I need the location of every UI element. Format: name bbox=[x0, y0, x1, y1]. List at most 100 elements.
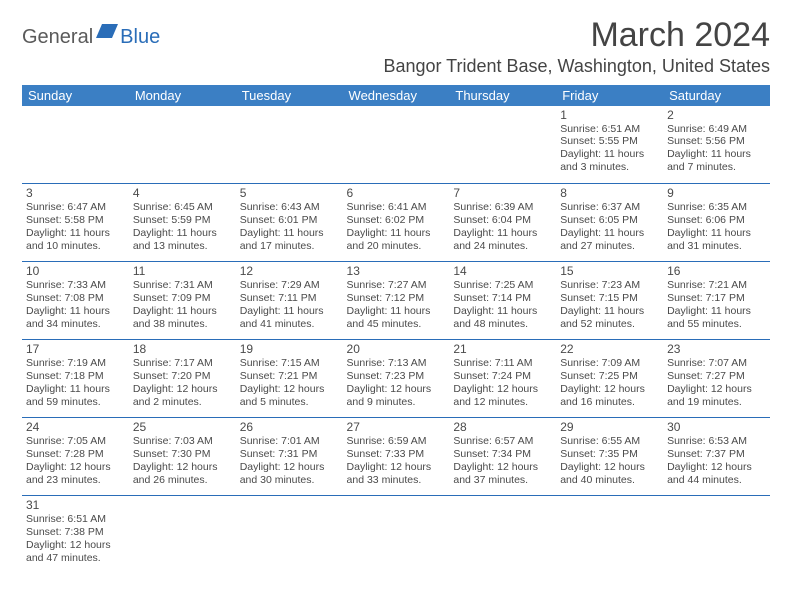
day-cell: 6Sunrise: 6:41 AMSunset: 6:02 PMDaylight… bbox=[343, 184, 450, 262]
day-line: Daylight: 12 hours bbox=[133, 461, 232, 474]
day-line: Sunset: 6:06 PM bbox=[667, 214, 766, 227]
day-line: Daylight: 11 hours bbox=[667, 148, 766, 161]
week-row: 1Sunrise: 6:51 AMSunset: 5:55 PMDaylight… bbox=[22, 106, 770, 184]
logo: General Blue bbox=[22, 24, 160, 51]
day-line: Sunrise: 6:47 AM bbox=[26, 201, 125, 214]
col-saturday: Saturday bbox=[663, 85, 770, 106]
day-cell: 31Sunrise: 6:51 AMSunset: 7:38 PMDayligh… bbox=[22, 496, 129, 574]
day-line: Sunrise: 7:03 AM bbox=[133, 435, 232, 448]
day-line: and 40 minutes. bbox=[560, 474, 659, 487]
day-line: and 33 minutes. bbox=[347, 474, 446, 487]
day-line: Sunset: 7:09 PM bbox=[133, 292, 232, 305]
day-line: Daylight: 12 hours bbox=[560, 383, 659, 396]
day-line: Sunrise: 7:25 AM bbox=[453, 279, 552, 292]
day-line: Daylight: 11 hours bbox=[667, 227, 766, 240]
day-cell: 29Sunrise: 6:55 AMSunset: 7:35 PMDayligh… bbox=[556, 418, 663, 496]
day-number: 23 bbox=[667, 342, 766, 356]
day-line: and 44 minutes. bbox=[667, 474, 766, 487]
day-line: and 38 minutes. bbox=[133, 318, 232, 331]
day-line: Sunset: 6:02 PM bbox=[347, 214, 446, 227]
day-line: Sunrise: 7:19 AM bbox=[26, 357, 125, 370]
day-line: Daylight: 12 hours bbox=[26, 461, 125, 474]
day-line: and 52 minutes. bbox=[560, 318, 659, 331]
day-line: Sunset: 7:24 PM bbox=[453, 370, 552, 383]
day-line: Sunrise: 6:59 AM bbox=[347, 435, 446, 448]
day-number: 26 bbox=[240, 420, 339, 434]
day-line: Daylight: 11 hours bbox=[26, 383, 125, 396]
day-cell: 13Sunrise: 7:27 AMSunset: 7:12 PMDayligh… bbox=[343, 262, 450, 340]
day-line: Sunset: 7:21 PM bbox=[240, 370, 339, 383]
col-thursday: Thursday bbox=[449, 85, 556, 106]
day-line: Sunrise: 7:27 AM bbox=[347, 279, 446, 292]
day-number: 13 bbox=[347, 264, 446, 278]
day-line: Sunset: 7:33 PM bbox=[347, 448, 446, 461]
day-line: Sunrise: 7:29 AM bbox=[240, 279, 339, 292]
week-row: 31Sunrise: 6:51 AMSunset: 7:38 PMDayligh… bbox=[22, 496, 770, 574]
day-line: Sunset: 7:25 PM bbox=[560, 370, 659, 383]
day-line: Sunset: 5:58 PM bbox=[26, 214, 125, 227]
day-number: 19 bbox=[240, 342, 339, 356]
day-line: Daylight: 12 hours bbox=[347, 383, 446, 396]
col-friday: Friday bbox=[556, 85, 663, 106]
day-cell: 27Sunrise: 6:59 AMSunset: 7:33 PMDayligh… bbox=[343, 418, 450, 496]
day-line: Sunrise: 7:09 AM bbox=[560, 357, 659, 370]
day-number: 1 bbox=[560, 108, 659, 122]
day-number: 10 bbox=[26, 264, 125, 278]
day-cell: 12Sunrise: 7:29 AMSunset: 7:11 PMDayligh… bbox=[236, 262, 343, 340]
day-cell bbox=[236, 106, 343, 184]
day-line: Sunrise: 7:01 AM bbox=[240, 435, 339, 448]
day-line: Sunset: 7:18 PM bbox=[26, 370, 125, 383]
day-line: Daylight: 11 hours bbox=[560, 227, 659, 240]
day-cell: 20Sunrise: 7:13 AMSunset: 7:23 PMDayligh… bbox=[343, 340, 450, 418]
day-line: Sunrise: 7:13 AM bbox=[347, 357, 446, 370]
day-number: 17 bbox=[26, 342, 125, 356]
day-cell: 22Sunrise: 7:09 AMSunset: 7:25 PMDayligh… bbox=[556, 340, 663, 418]
day-line: Sunset: 7:27 PM bbox=[667, 370, 766, 383]
day-line: Daylight: 12 hours bbox=[240, 383, 339, 396]
day-line: and 20 minutes. bbox=[347, 240, 446, 253]
day-number: 3 bbox=[26, 186, 125, 200]
day-line: Daylight: 12 hours bbox=[133, 383, 232, 396]
day-line: and 13 minutes. bbox=[133, 240, 232, 253]
day-line: Sunrise: 6:51 AM bbox=[26, 513, 125, 526]
day-line: and 23 minutes. bbox=[26, 474, 125, 487]
day-line: and 41 minutes. bbox=[240, 318, 339, 331]
day-cell: 5Sunrise: 6:43 AMSunset: 6:01 PMDaylight… bbox=[236, 184, 343, 262]
day-line: and 2 minutes. bbox=[133, 396, 232, 409]
day-line: and 37 minutes. bbox=[453, 474, 552, 487]
day-line: and 45 minutes. bbox=[347, 318, 446, 331]
day-line: Daylight: 11 hours bbox=[133, 305, 232, 318]
day-line: and 48 minutes. bbox=[453, 318, 552, 331]
day-line: and 3 minutes. bbox=[560, 161, 659, 174]
day-line: Sunset: 5:59 PM bbox=[133, 214, 232, 227]
day-line: Daylight: 11 hours bbox=[560, 148, 659, 161]
day-line: Sunrise: 7:33 AM bbox=[26, 279, 125, 292]
day-line: Sunset: 7:08 PM bbox=[26, 292, 125, 305]
day-line: Sunrise: 6:49 AM bbox=[667, 123, 766, 136]
day-line: Sunset: 7:38 PM bbox=[26, 526, 125, 539]
day-line: Daylight: 11 hours bbox=[133, 227, 232, 240]
day-cell: 9Sunrise: 6:35 AMSunset: 6:06 PMDaylight… bbox=[663, 184, 770, 262]
day-line: Sunset: 7:28 PM bbox=[26, 448, 125, 461]
day-line: Daylight: 11 hours bbox=[453, 227, 552, 240]
day-line: and 34 minutes. bbox=[26, 318, 125, 331]
day-cell bbox=[663, 496, 770, 574]
day-cell: 19Sunrise: 7:15 AMSunset: 7:21 PMDayligh… bbox=[236, 340, 343, 418]
day-number: 7 bbox=[453, 186, 552, 200]
week-row: 24Sunrise: 7:05 AMSunset: 7:28 PMDayligh… bbox=[22, 418, 770, 496]
day-cell: 25Sunrise: 7:03 AMSunset: 7:30 PMDayligh… bbox=[129, 418, 236, 496]
day-number: 16 bbox=[667, 264, 766, 278]
day-line: Daylight: 12 hours bbox=[347, 461, 446, 474]
day-line: Sunrise: 6:41 AM bbox=[347, 201, 446, 214]
day-line: and 5 minutes. bbox=[240, 396, 339, 409]
day-cell: 15Sunrise: 7:23 AMSunset: 7:15 PMDayligh… bbox=[556, 262, 663, 340]
day-cell: 16Sunrise: 7:21 AMSunset: 7:17 PMDayligh… bbox=[663, 262, 770, 340]
day-cell: 7Sunrise: 6:39 AMSunset: 6:04 PMDaylight… bbox=[449, 184, 556, 262]
col-tuesday: Tuesday bbox=[236, 85, 343, 106]
day-line: and 16 minutes. bbox=[560, 396, 659, 409]
day-number: 18 bbox=[133, 342, 232, 356]
day-number: 12 bbox=[240, 264, 339, 278]
day-line: Daylight: 12 hours bbox=[560, 461, 659, 474]
day-line: Sunrise: 7:23 AM bbox=[560, 279, 659, 292]
day-line: and 9 minutes. bbox=[347, 396, 446, 409]
